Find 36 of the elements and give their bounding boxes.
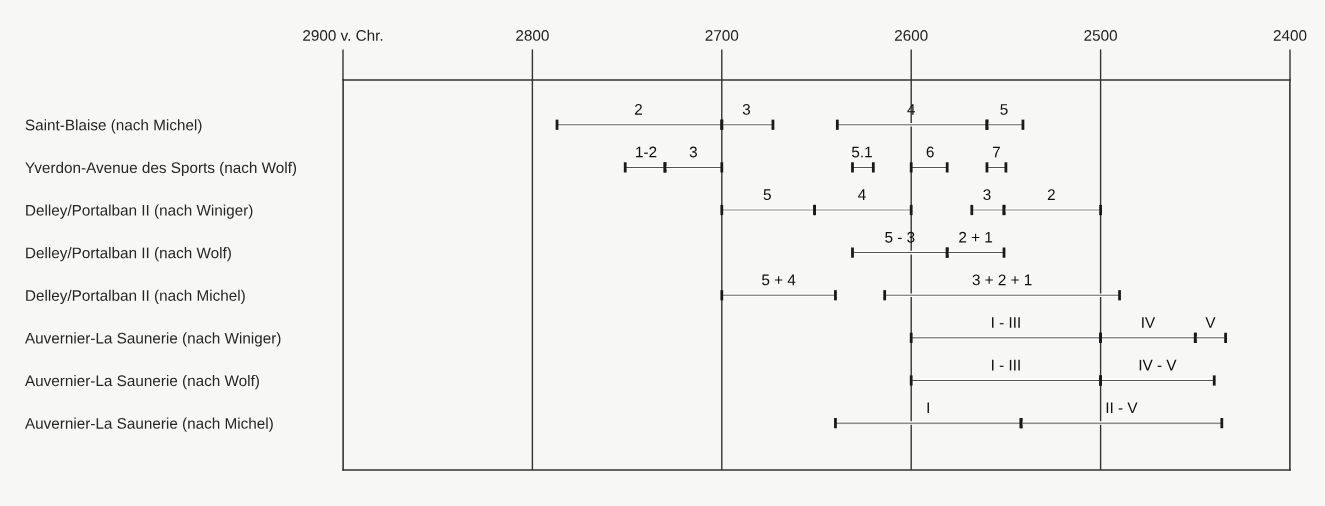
annotation: 4 — [858, 189, 866, 200]
y-tick-label: Delley/Portalban II (nach Michel) — [26, 289, 245, 304]
annotation: V — [1205, 317, 1216, 328]
annotation: 2 — [1047, 189, 1055, 200]
annotation: 3 — [742, 103, 750, 115]
x-tick-label: 2500 — [1084, 30, 1117, 41]
x-tick-label: 2900 v. Chr. — [303, 29, 383, 41]
annotation: 3 + 2 + 1 — [972, 274, 1032, 286]
y-tick-label: Delley/Portalban II (nach Wolf) — [26, 247, 231, 262]
annotation: 5 — [763, 189, 771, 201]
x-tick-label: 2700 — [705, 30, 739, 41]
annotation: II - V — [1106, 402, 1138, 413]
annotation: 2 — [634, 103, 642, 115]
annotation: 7 — [992, 146, 1000, 158]
annotation: 5 + 4 — [762, 274, 796, 286]
annotation: 3 — [983, 189, 991, 201]
annotation: 5.1 — [851, 146, 872, 158]
y-tick-label: Auvernier-La Saunerie (nach Winiger) — [24, 332, 281, 347]
annotation: 1-2 — [636, 146, 657, 158]
y-tick-label: Delley/Portalban II (nach Winiger) — [26, 204, 253, 219]
y-tick-label: Yverdon-Avenue des Sports (nach Wolf) — [25, 161, 297, 177]
annotation: I - III — [992, 359, 1020, 371]
annotation: I — [927, 402, 929, 413]
annotation: 3 — [689, 146, 697, 158]
annotation: IV — [1142, 317, 1156, 328]
annotation: IV - V — [1139, 359, 1177, 371]
y-tick-label: Auvernier-La Saunerie (nach Michel) — [24, 417, 273, 432]
annotation: 5 — [1000, 104, 1008, 115]
annotation: 6 — [926, 146, 934, 158]
annotation: I - III — [992, 317, 1020, 328]
x-tick-label: 2600 — [894, 30, 928, 41]
y-tick-label: Auvernier-La Saunerie (nach Wolf) — [24, 374, 259, 390]
y-tick-label: Saint-Blaise (nach Michel) — [25, 119, 202, 134]
x-tick-label: 2400 — [1273, 30, 1307, 41]
x-tick-label: 2800 — [516, 30, 549, 41]
annotation: 2 + 1 — [959, 231, 993, 243]
